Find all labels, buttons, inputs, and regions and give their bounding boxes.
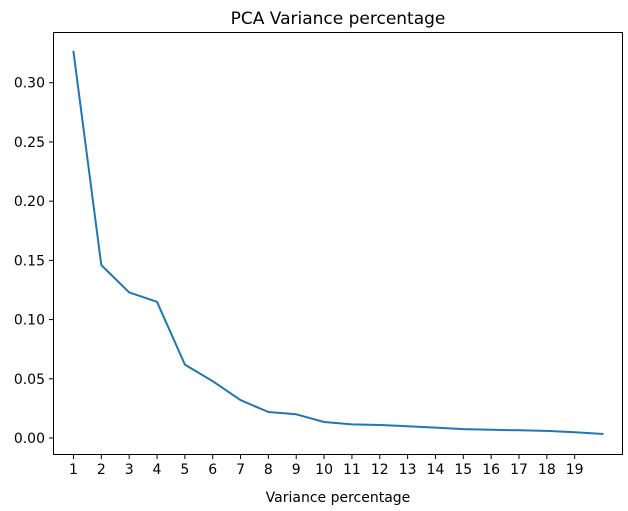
x-tick-label: 19 — [566, 462, 584, 478]
x-tick-label: 2 — [97, 462, 106, 478]
x-ticks: 1 2 3 4 5 6 7 8 9 10 11 12 13 14 15 16 17 18 19 — [69, 454, 584, 478]
plot-lines — [72, 50, 604, 435]
y-tick-label: 0.00 — [14, 431, 45, 447]
y-tick-label: 0.30 — [14, 76, 45, 92]
data-point — [156, 301, 158, 303]
data-point — [323, 421, 325, 423]
x-tick-label: 1 — [69, 462, 78, 478]
chart-title: PCA Variance percentage — [231, 9, 446, 29]
x-tick-label: 9 — [292, 462, 301, 478]
data-point — [379, 424, 381, 426]
data-point — [407, 425, 409, 427]
data-point — [434, 427, 436, 429]
y-tick-label: 0.20 — [14, 194, 45, 210]
y-tick-label: 0.05 — [14, 372, 45, 388]
y-ticks: 0.00 0.05 0.10 0.15 0.20 0.25 0.30 — [14, 76, 54, 447]
x-tick-label: 17 — [510, 462, 528, 478]
data-point — [295, 413, 297, 415]
data-point — [240, 399, 242, 401]
data-point — [267, 411, 269, 413]
x-tick-label: 4 — [153, 462, 162, 478]
x-tick-label: 5 — [180, 462, 189, 478]
y-tick-label: 0.10 — [14, 313, 45, 329]
x-tick-label: 11 — [343, 462, 361, 478]
data-point — [518, 429, 520, 431]
x-tick-label: 16 — [482, 462, 500, 478]
data-point — [100, 264, 102, 266]
x-tick-label: 13 — [399, 462, 417, 478]
x-tick-label: 3 — [125, 462, 134, 478]
series-line — [72, 50, 604, 435]
y-tick-label: 0.15 — [14, 253, 45, 269]
y-tick-label: 0.25 — [14, 135, 45, 151]
x-axis-label: Variance percentage — [266, 490, 411, 506]
x-tick-label: 18 — [538, 462, 556, 478]
x-tick-label: 8 — [264, 462, 273, 478]
plot-frame — [53, 32, 623, 455]
data-point — [490, 429, 492, 431]
data-point — [72, 51, 74, 53]
x-tick-label: 10 — [315, 462, 333, 478]
data-point — [602, 433, 604, 435]
data-point — [462, 428, 464, 430]
data-point — [546, 430, 548, 432]
data-point — [128, 291, 130, 293]
data-point — [184, 364, 186, 366]
data-point — [351, 423, 353, 425]
data-point — [212, 380, 214, 382]
x-tick-label: 7 — [236, 462, 245, 478]
data-point — [574, 431, 576, 433]
x-tick-label: 6 — [208, 462, 217, 478]
x-tick-label: 12 — [371, 462, 389, 478]
x-tick-label: 15 — [454, 462, 472, 478]
x-tick-label: 14 — [427, 462, 445, 478]
